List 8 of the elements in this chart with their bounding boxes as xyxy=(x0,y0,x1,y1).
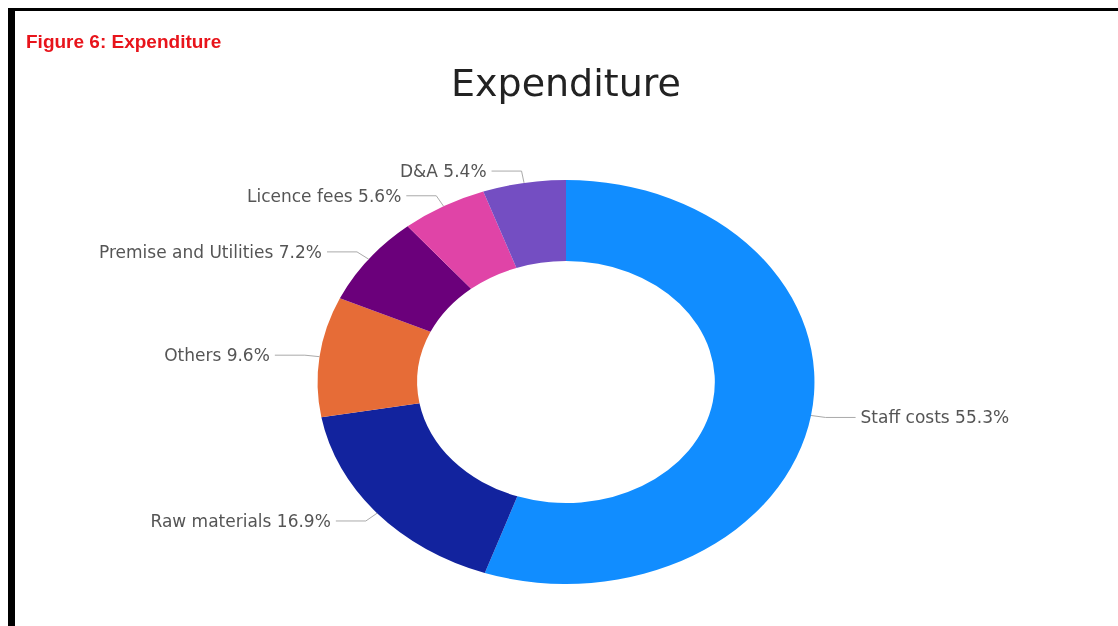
chart-title: Figure 6: Expenditure xyxy=(26,31,222,52)
slice-label: Raw materials 16.9% xyxy=(150,510,331,531)
slice-label: Others 9.6% xyxy=(164,345,270,366)
chart-subtitle: Expenditure xyxy=(451,61,681,105)
slice-label: D&A 5.4% xyxy=(399,161,487,182)
slice-label: Staff costs 55.3% xyxy=(860,407,1010,428)
slice-label: Licence fees 5.6% xyxy=(246,185,402,206)
slice-label: Premise and Utilities 7.2% xyxy=(99,241,323,262)
